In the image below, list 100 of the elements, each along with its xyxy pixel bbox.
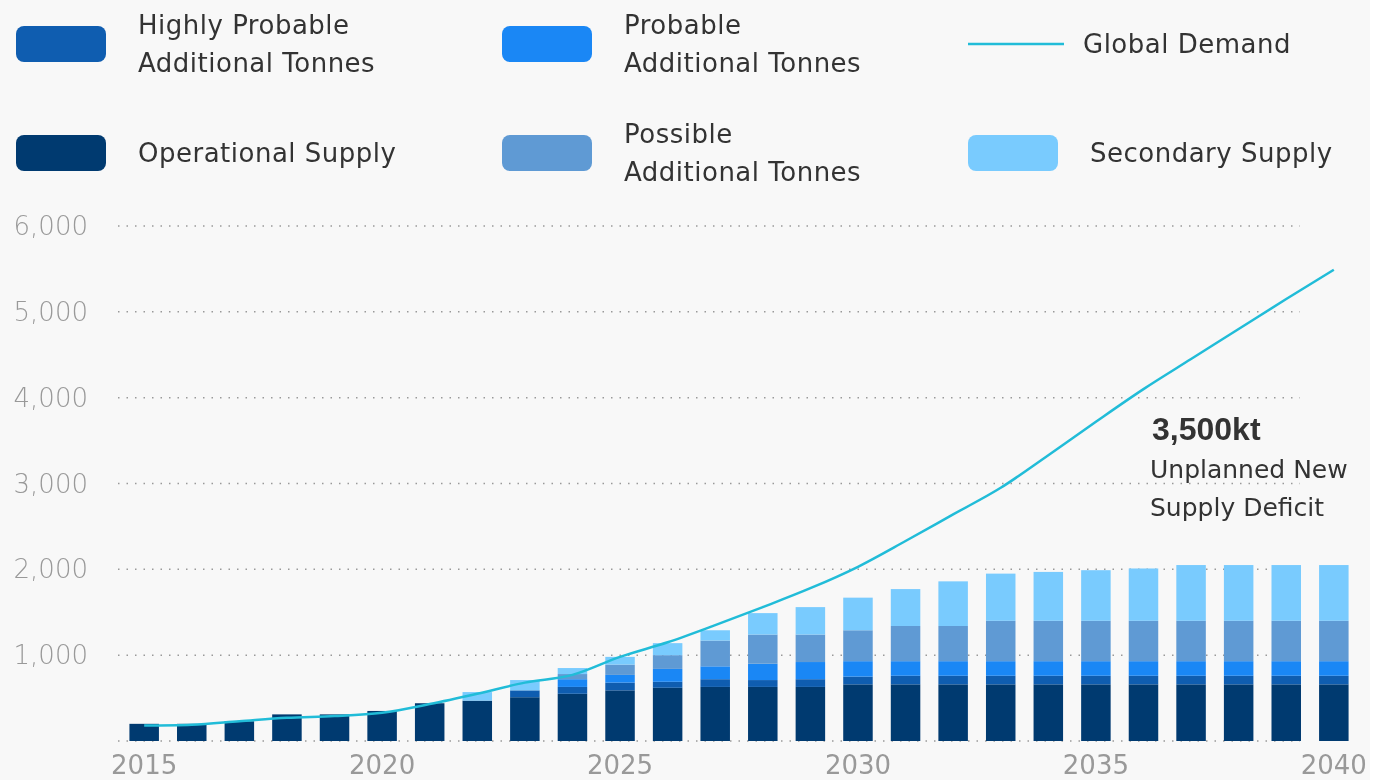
bar (652, 687, 683, 741)
bar (1319, 661, 1349, 676)
x-tick-label: 2030 (824, 750, 892, 780)
bar (1223, 620, 1254, 662)
bar (1033, 571, 1064, 621)
bar (1128, 620, 1159, 662)
bar (1128, 684, 1159, 741)
bar (1319, 675, 1349, 685)
bar (1271, 684, 1301, 741)
y-tick-label: 2,000 (13, 554, 88, 585)
bar (843, 630, 873, 662)
legend-label: Probable Additional Tonnes (624, 10, 862, 78)
bar (748, 634, 778, 664)
y-tick-label: 1,000 (13, 640, 88, 671)
bar (129, 723, 159, 741)
bar (700, 679, 730, 687)
bar (938, 581, 968, 626)
bar (795, 607, 826, 635)
bar (700, 686, 730, 741)
bar (890, 675, 921, 685)
bar (843, 684, 873, 741)
bar (700, 666, 730, 680)
bar (1176, 675, 1206, 685)
bar (605, 664, 635, 675)
bar (1176, 661, 1206, 676)
bar (890, 589, 921, 626)
bar (748, 613, 778, 635)
bar (462, 700, 493, 741)
bar (605, 674, 635, 683)
bar (1081, 620, 1111, 662)
y-tick-label: 6,000 (13, 211, 88, 241)
bar (1223, 565, 1254, 621)
bar (652, 655, 683, 669)
bar (557, 693, 588, 741)
bar (1176, 620, 1206, 662)
bar (1033, 684, 1064, 741)
x-tick-label: 2035 (1062, 750, 1129, 780)
bar (557, 679, 588, 687)
bar (890, 684, 921, 741)
bar (177, 723, 207, 741)
bar (748, 680, 778, 687)
bar (985, 661, 1016, 676)
bar (890, 661, 921, 676)
bar (985, 684, 1016, 741)
bar (1223, 675, 1254, 685)
bar (1223, 684, 1254, 741)
x-tick-label: 2020 (349, 750, 416, 780)
y-tick-label: 5,000 (13, 296, 88, 327)
legend-label: Highly Probable Additional Tonnes (138, 10, 376, 78)
bar (938, 661, 968, 676)
bar (414, 703, 445, 741)
x-tick-label: 2025 (586, 750, 654, 780)
bar (700, 640, 730, 667)
bar (843, 676, 873, 685)
bar (652, 668, 683, 682)
annotation: Unplanned New Supply Deficit (1150, 455, 1348, 522)
bar (985, 573, 1016, 621)
bar (938, 675, 968, 685)
bar (748, 686, 778, 741)
bar (1081, 570, 1111, 621)
bar (557, 686, 588, 694)
legend-label: Secondary Supply (1090, 138, 1333, 168)
bar (1271, 565, 1301, 621)
bar (1176, 684, 1206, 741)
legend-label: Operational Supply (138, 138, 397, 168)
bar (748, 663, 778, 681)
x-tick-label: 2040 (1300, 750, 1367, 780)
bar (985, 675, 1016, 685)
bar (795, 679, 826, 687)
bar (510, 690, 540, 698)
bar (1033, 620, 1064, 662)
bar (319, 714, 350, 741)
bar (1319, 684, 1349, 741)
bar (1271, 675, 1301, 685)
bar (367, 710, 397, 741)
legend-label: Global Demand (1083, 29, 1291, 59)
bar (843, 597, 873, 631)
bar (1223, 661, 1254, 676)
annotation: 3,500kt (1152, 411, 1261, 447)
bar (224, 721, 255, 741)
bar (605, 682, 635, 691)
bar (1271, 620, 1301, 662)
bar (510, 697, 540, 741)
bar (1319, 565, 1349, 621)
legend-label: Possible Additional Tonnes (624, 119, 862, 187)
x-tick-label: 2015 (111, 750, 178, 780)
bar (1128, 675, 1159, 685)
bar (605, 690, 635, 741)
bar (1128, 568, 1159, 621)
bar (1319, 620, 1349, 662)
bar (1081, 684, 1111, 741)
y-tick-label: 3,000 (13, 468, 88, 499)
bar (652, 681, 683, 688)
bar (890, 625, 921, 662)
bar (1081, 661, 1111, 676)
bar (938, 625, 968, 662)
y-tick-label: 4,000 (13, 382, 88, 413)
bar (1033, 675, 1064, 685)
bar (985, 620, 1016, 662)
bar (1128, 661, 1159, 676)
